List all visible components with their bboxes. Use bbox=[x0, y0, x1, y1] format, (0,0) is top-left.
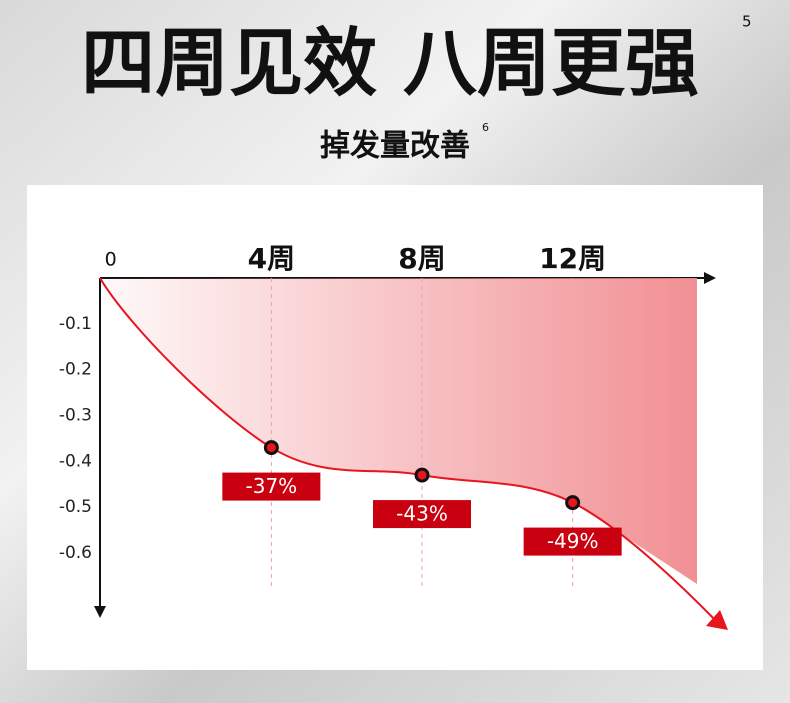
y-tick-label: -0.5 bbox=[59, 497, 92, 517]
point bbox=[263, 440, 279, 456]
curve-lead bbox=[99, 277, 272, 449]
curve-tail bbox=[572, 501, 718, 623]
title-note: 5 bbox=[742, 13, 752, 31]
label-box bbox=[523, 527, 622, 556]
y-tick-label: -0.2 bbox=[59, 360, 92, 380]
x-axis-arrow bbox=[704, 272, 716, 284]
subtitle: 掉发量改善 bbox=[320, 129, 470, 164]
area-fill bbox=[100, 278, 697, 584]
x-tick-label: 12周 bbox=[539, 242, 606, 275]
x-tick-label: 8周 bbox=[398, 242, 445, 275]
subtitle-note: 6 bbox=[482, 121, 489, 134]
value-label: -37% bbox=[246, 474, 298, 498]
point bbox=[414, 467, 430, 483]
y-tick-label: -0.4 bbox=[59, 451, 92, 471]
y-tick-label: -0.1 bbox=[59, 314, 92, 334]
y-axis-arrow bbox=[94, 606, 106, 618]
y-tick-label: -0.3 bbox=[59, 406, 92, 426]
value-label: -49% bbox=[547, 529, 599, 553]
title: 四周见效 八周更强 bbox=[81, 21, 699, 107]
value-label: -43% bbox=[396, 502, 448, 526]
label-box bbox=[222, 472, 321, 501]
point bbox=[565, 495, 581, 511]
x-tick-label: 0 bbox=[105, 249, 117, 271]
y-tick-label: -0.6 bbox=[59, 543, 92, 563]
curve-arrow bbox=[706, 610, 728, 630]
x-tick-label: 4周 bbox=[248, 242, 295, 275]
label-box bbox=[373, 500, 472, 529]
plot: -0.1 -0.2 -0.3 -0.4 -0.5 -0.6 0 4周 8周 12周 -37% -43%… bbox=[59, 242, 728, 630]
